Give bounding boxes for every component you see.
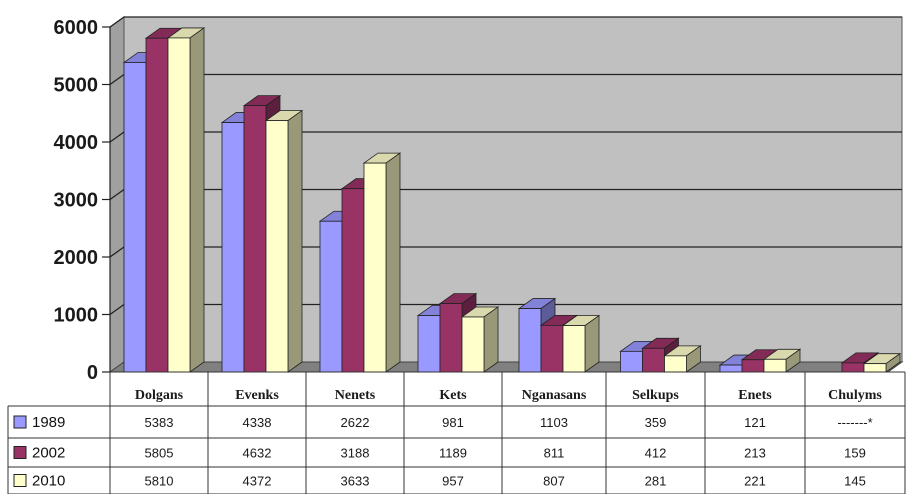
data-label: 981 — [442, 415, 464, 430]
bar-dolgans-2010 — [166, 27, 206, 373]
gridline — [109, 16, 902, 28]
x-tick-label: Chulyms — [828, 388, 882, 403]
data-label: 5805 — [145, 446, 174, 461]
data-label: 4338 — [243, 415, 272, 430]
data-label: 145 — [844, 474, 866, 489]
y-tick-label: 2000 — [54, 247, 99, 269]
data-label: 2622 — [341, 415, 370, 430]
legend-swatch — [13, 415, 27, 429]
data-label: 4372 — [243, 474, 272, 489]
x-tick-label: Enets — [738, 388, 772, 403]
data-label: 5810 — [145, 474, 174, 489]
data-label: 4632 — [243, 446, 272, 461]
x-tick-label: Kets — [439, 388, 467, 403]
data-label: 1103 — [540, 415, 568, 430]
y-tick-label: 4000 — [54, 132, 99, 154]
data-label: 213 — [744, 446, 766, 461]
data-label: 412 — [645, 446, 667, 461]
data-label: -------* — [837, 415, 872, 430]
x-tick-label: Selkups — [632, 388, 679, 403]
x-tick-label: Nganasans — [522, 388, 587, 403]
x-tick-label: Nenets — [335, 388, 376, 403]
data-table: Dolgans Evenks Nenets Kets Nganasans Selkups E… — [7, 371, 906, 494]
data-label: 3188 — [341, 446, 370, 461]
legend-entry: 1989 — [32, 414, 65, 431]
data-label: 957 — [442, 474, 464, 489]
data-label: 5383 — [145, 415, 174, 430]
data-label: 1189 — [439, 446, 467, 461]
y-axis: 0 1000 2000 3000 4000 5000 6000 — [54, 17, 111, 384]
data-label: 121 — [744, 415, 766, 430]
data-label: 221 — [744, 474, 766, 489]
data-label: 3633 — [341, 474, 370, 489]
legend-entry: 2002 — [32, 445, 65, 462]
data-label: 811 — [544, 446, 565, 461]
legend-swatch — [13, 446, 27, 459]
bars — [122, 27, 902, 373]
data-label: 359 — [645, 415, 667, 430]
bar-evenks-2010 — [264, 109, 304, 373]
bar-nganasans-2010 — [561, 314, 601, 373]
data-label: 159 — [844, 446, 866, 461]
legend-entry: 2010 — [32, 473, 65, 490]
bar-nenets-2010 — [362, 152, 402, 373]
y-tick-label: 5000 — [54, 75, 99, 97]
x-tick-label: Dolgans — [135, 388, 184, 403]
bar-kets-2010 — [460, 306, 500, 373]
y-tick-label: 3000 — [54, 190, 99, 212]
data-label: 807 — [543, 474, 565, 489]
y-tick-label: 1000 — [54, 305, 99, 327]
x-tick-label: Evenks — [235, 388, 279, 403]
legend-swatch — [13, 474, 27, 487]
bar-selkups-2010 — [663, 345, 702, 373]
data-label: 281 — [645, 474, 667, 489]
y-tick-label: 0 — [87, 362, 98, 384]
y-tick-label: 6000 — [54, 17, 99, 39]
